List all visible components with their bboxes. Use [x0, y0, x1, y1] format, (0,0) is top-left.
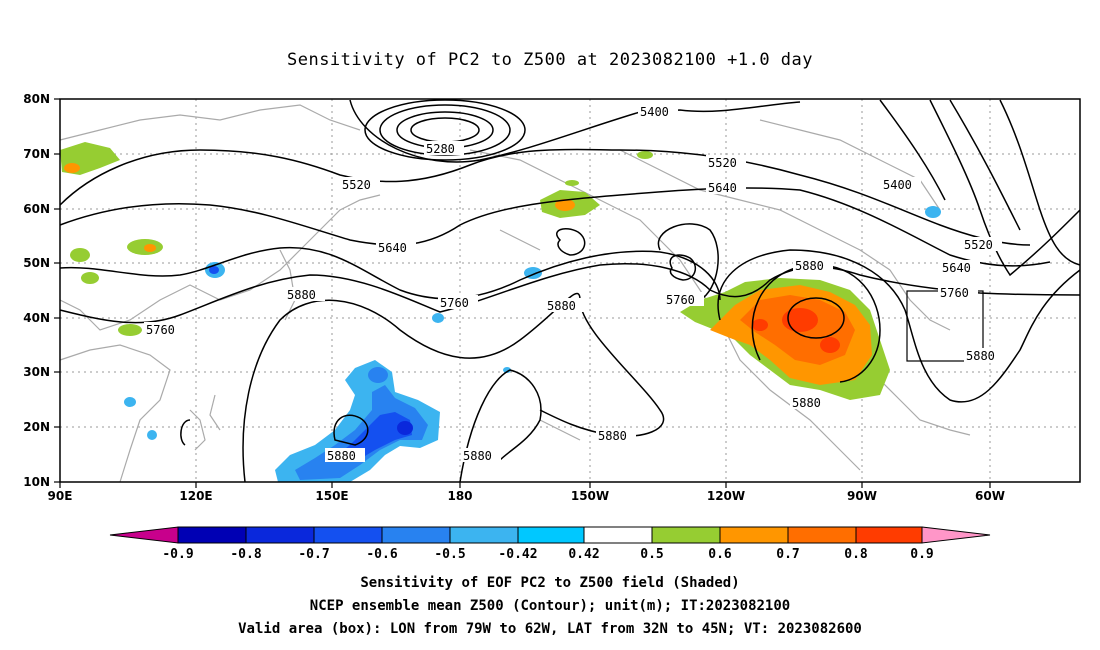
- colorbar-cell: [855, 526, 923, 544]
- contour-label: 5880: [287, 288, 316, 302]
- contour-label: 5760: [146, 323, 175, 337]
- colorbar-label: -0.9: [162, 547, 193, 562]
- contour-labels: 5280 5400 5400 5520 5520 5520 5640 5640 …: [144, 104, 1004, 463]
- lon-label: 150W: [571, 489, 609, 503]
- lon-label: 150E: [315, 489, 348, 503]
- contour-label: 5280: [426, 142, 455, 156]
- lon-label: 60W: [975, 489, 1005, 503]
- map-figure: 5280 5400 5400 5520 5520 5520 5640 5640 …: [23, 92, 1081, 562]
- colorbar-cell: [787, 526, 857, 544]
- lon-label: 120E: [179, 489, 212, 503]
- contour-label: 5760: [940, 286, 969, 300]
- colorbar-cell: [517, 526, 585, 544]
- colorbar-label: -0.5: [434, 547, 465, 562]
- colorbar-label: 0.5: [640, 547, 663, 562]
- colorbar-cell: [177, 526, 247, 544]
- colorbar-label: 0.9: [910, 547, 933, 562]
- colorbar-label: 0.7: [776, 547, 799, 562]
- contour-label: 5880: [327, 449, 356, 463]
- lon-label: 120W: [707, 489, 745, 503]
- colorbar-cell: [651, 526, 721, 544]
- lat-label: 70N: [23, 147, 50, 161]
- lat-label: 50N: [23, 256, 50, 270]
- contour-label: 5520: [708, 156, 737, 170]
- lat-label: 20N: [23, 420, 50, 434]
- caption-shaded: Sensitivity of EOF PC2 to Z500 field (Sh…: [360, 575, 740, 591]
- colorbar-cell: [719, 526, 789, 544]
- z500-contours: [59, 99, 1081, 483]
- tick-marks: [54, 98, 991, 488]
- colorbar-max-arrow: [921, 526, 991, 544]
- latitude-labels: 80N 70N 60N 50N 40N 30N 20N 10N: [23, 92, 50, 489]
- colorbar-cell: [381, 526, 451, 544]
- colorbar-label: -0.42: [498, 547, 537, 562]
- colorbar-cell: [245, 526, 315, 544]
- colorbar-labels: -0.9 -0.8 -0.7 -0.6 -0.5 -0.42 0.42 0.5 …: [162, 547, 933, 562]
- contour-label: 5880: [795, 259, 824, 273]
- contour-label: 5880: [463, 449, 492, 463]
- contour-label: 5880: [792, 396, 821, 410]
- contour-label: 5640: [708, 181, 737, 195]
- lat-label: 80N: [23, 92, 50, 106]
- lon-label: 90W: [847, 489, 877, 503]
- map-frame: [59, 98, 1081, 483]
- lat-label: 40N: [23, 311, 50, 325]
- lon-label: 90E: [48, 489, 73, 503]
- coastlines: [59, 104, 971, 483]
- colorbar-label: 0.42: [568, 547, 599, 562]
- longitude-labels: 90E 120E 150E 180 150W 120W 90W 60W: [48, 489, 1005, 503]
- lon-label: 180: [447, 489, 472, 503]
- colorbar-label: -0.7: [298, 547, 329, 562]
- colorbar-label: 0.8: [844, 547, 868, 562]
- colorbar-min-arrow: [109, 526, 179, 544]
- positive-sensitivity-shading: [60, 142, 890, 400]
- colorbar-label: -0.6: [366, 547, 397, 562]
- contour-label: 5520: [342, 178, 371, 192]
- contour-label: 5400: [883, 178, 912, 192]
- contour-label: 5880: [966, 349, 995, 363]
- contour-label: 5640: [378, 241, 407, 255]
- colorbar-label: 0.6: [708, 547, 732, 562]
- colorbar-cell: [313, 526, 383, 544]
- caption-contour: NCEP ensemble mean Z500 (Contour); unit(…: [309, 598, 791, 614]
- contour-label: 5520: [964, 238, 993, 252]
- colorbar-label: -0.8: [230, 547, 261, 562]
- contour-label: 5760: [666, 293, 695, 307]
- contour-label: 5880: [547, 299, 576, 313]
- lat-label: 60N: [23, 202, 50, 216]
- colorbar: [109, 526, 991, 544]
- colorbar-cell: [583, 526, 653, 544]
- lat-label: 30N: [23, 365, 50, 379]
- map-title: Sensitivity of PC2 to Z500 at 2023082100…: [286, 50, 813, 70]
- contour-label: 5880: [598, 429, 627, 443]
- contour-label: 5760: [440, 296, 469, 310]
- map-panel: 5280 5400 5400 5520 5520 5520 5640 5640 …: [59, 98, 1081, 483]
- contour-label: 5400: [640, 105, 669, 119]
- caption-valid-area: Valid area (box): LON from 79W to 62W, L…: [238, 621, 862, 637]
- lat-label: 10N: [23, 475, 50, 489]
- contour-label: 5640: [942, 261, 971, 275]
- colorbar-cell: [449, 526, 519, 544]
